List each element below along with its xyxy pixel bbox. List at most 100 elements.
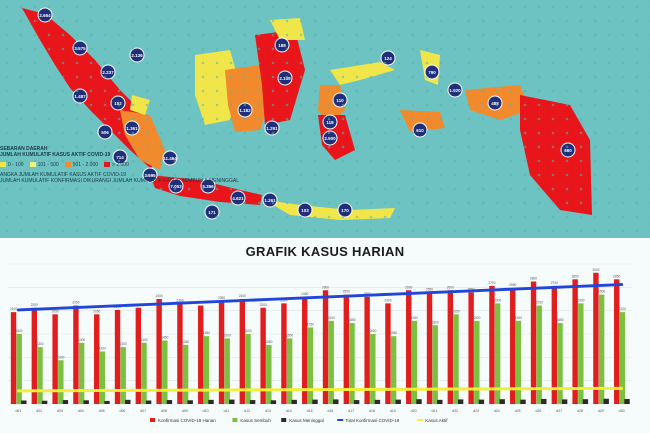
x-tick-label: d12	[244, 409, 250, 413]
bar-value-label: 2550	[426, 287, 433, 291]
bar	[333, 399, 339, 404]
bar	[187, 400, 193, 404]
bar-value-label: 1350	[265, 340, 272, 344]
x-tick-label: d24	[494, 409, 500, 413]
bar	[614, 279, 620, 404]
bar	[322, 290, 329, 404]
legend-swatch	[232, 418, 238, 422]
legend-item-label: 501 - 2.000	[72, 161, 99, 168]
bar-value-label: 1750	[307, 322, 314, 326]
x-tick-label: d04	[78, 409, 84, 413]
legend-swatch-yellow	[0, 161, 6, 167]
bar	[432, 325, 438, 404]
dot-pattern-background	[0, 0, 650, 240]
bar	[390, 336, 397, 404]
bar	[203, 336, 210, 404]
bar	[474, 320, 480, 404]
bar-value-label: 2700	[551, 281, 558, 285]
bar-value-label: 2650	[509, 283, 516, 287]
legend-item: 501 - 2.000	[64, 161, 99, 168]
bar	[541, 398, 547, 404]
bar	[208, 399, 214, 404]
legend-item: 0 - 100	[0, 162, 24, 168]
bar	[578, 303, 584, 404]
bar-value-label: 2250	[536, 301, 543, 305]
x-tick-label: d20	[411, 409, 417, 413]
legend-swatch	[281, 418, 287, 422]
bar-value-label: 2500	[598, 290, 605, 294]
bar-value-label: 2800	[530, 277, 537, 281]
bar	[266, 344, 272, 404]
bar-value-label: 1600	[369, 329, 376, 333]
bar-value-label: 2400	[156, 294, 163, 298]
bar-value-label: 1550	[203, 331, 210, 335]
series-kasus-sembuh: 1600 1300 1000 1400 1200 1300 1400 1450 1350 1550…	[16, 290, 626, 404]
legend-swatches: 0 - 100 101 - 500 501 - 2.000 > 2.000	[0, 162, 260, 168]
bar-value-label: 2250	[72, 301, 79, 305]
bar	[141, 342, 147, 404]
x-tick-label: d06	[119, 409, 125, 413]
bar	[78, 342, 85, 404]
bar	[224, 338, 230, 404]
x-tick-label: d18	[369, 409, 375, 413]
bar	[58, 360, 64, 404]
legend-swatch	[150, 418, 155, 422]
bar	[624, 398, 630, 404]
bar	[468, 292, 474, 404]
bar	[114, 309, 121, 404]
bar	[515, 320, 522, 404]
bar	[135, 307, 142, 404]
bar	[530, 281, 537, 404]
bar	[156, 299, 162, 404]
bar	[478, 399, 485, 404]
bar-value-label: 2600	[322, 285, 329, 289]
x-tick-label: d28	[577, 409, 583, 413]
legend-item-label: 101 - 500	[37, 161, 59, 168]
bar-value-label: 1900	[515, 316, 522, 320]
x-tick-label: d25	[515, 409, 521, 413]
bar-value-label: 1500	[224, 333, 231, 337]
bar	[447, 290, 454, 404]
legend-label: Konfirmasi COVID-19 Harian	[158, 418, 216, 423]
line-kasus-aktif	[16, 386, 624, 393]
chart-legend: Konfirmasi COVID-19 Harian Kasus Sembuh Ka…	[150, 418, 448, 423]
bar-value-label: 1600	[244, 329, 251, 333]
bar	[94, 314, 100, 404]
bar-value-label: 1900	[473, 316, 480, 320]
bar	[83, 400, 89, 404]
bar-value-label: 2300	[384, 298, 391, 302]
bar-value-label: 2200	[260, 303, 267, 307]
x-tick-label: d15	[307, 409, 313, 413]
bar-value-label: 2850	[572, 274, 579, 278]
legend-swatch-light-yellow	[29, 161, 36, 167]
bar	[598, 294, 605, 404]
bar	[73, 305, 79, 404]
x-tick-label: d02	[36, 409, 42, 413]
bar	[374, 399, 381, 404]
bar	[270, 400, 277, 404]
legend-item: > 2.000	[104, 162, 129, 168]
bar	[499, 399, 505, 404]
bar	[453, 314, 459, 404]
bar	[249, 400, 256, 404]
legend-note-1: ANGKA JUMLAH KUMULATIF KASUS AKTIF COVID…	[0, 171, 127, 178]
legend-label: Kasus Meninggal	[289, 418, 324, 423]
bar	[489, 285, 495, 404]
x-tick-label: d30	[619, 409, 625, 413]
bar	[16, 334, 22, 404]
indonesia-map-panel: 2.6543.5752.2371.4871521.36150671411.464…	[0, 0, 650, 240]
bar	[343, 294, 350, 404]
bar-value-label: 2450	[301, 292, 308, 296]
bar	[41, 400, 48, 404]
bar	[406, 290, 412, 404]
bar	[551, 285, 558, 404]
x-tick-label: d27	[556, 409, 562, 413]
bar	[593, 272, 599, 404]
bar-value-label: 1350	[182, 340, 189, 344]
bar-value-label: 1900	[328, 316, 335, 320]
bar	[557, 323, 563, 404]
bar	[603, 398, 609, 404]
bar	[166, 400, 173, 404]
x-tick-label: d29	[598, 409, 604, 413]
